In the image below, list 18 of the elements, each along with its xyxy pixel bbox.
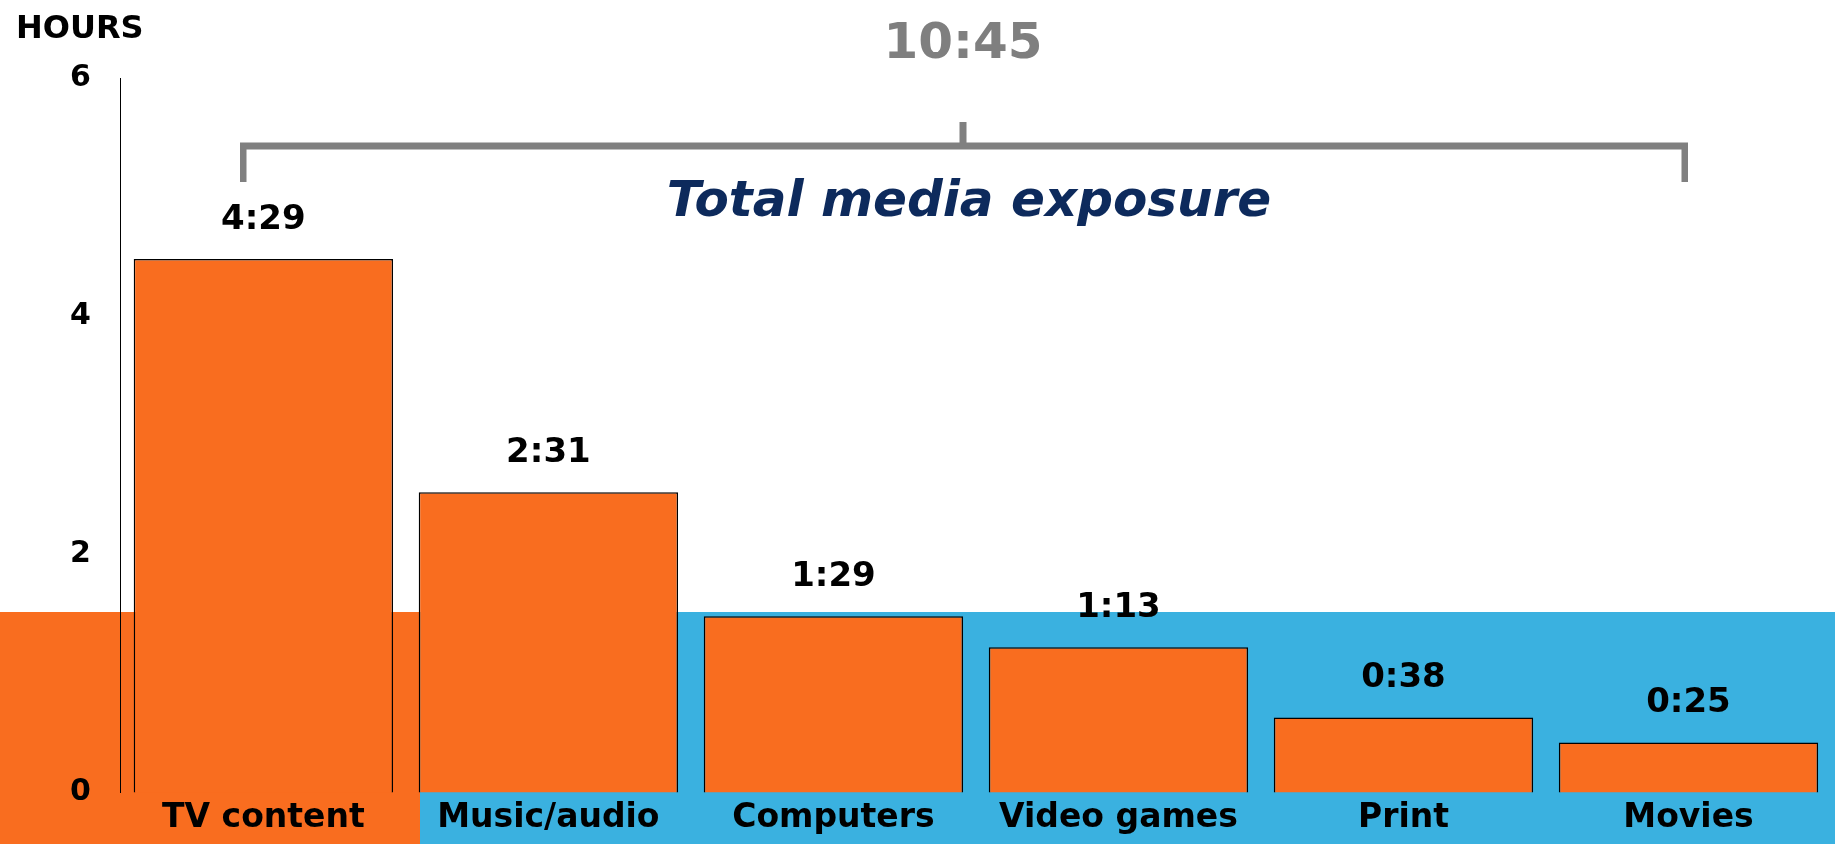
x-tick-label: TV content xyxy=(162,795,365,835)
y-tick-label: 0 xyxy=(70,772,91,808)
x-tick-label: Movies xyxy=(1623,795,1754,835)
data-label: 0:25 xyxy=(1646,680,1731,721)
x-tick-label: Print xyxy=(1357,795,1450,835)
y-tick-label: 4 xyxy=(70,295,91,331)
x-tick-label: Video games xyxy=(999,795,1238,835)
annotation: Total media exposure xyxy=(666,170,1272,228)
data-label: 1:29 xyxy=(791,554,876,595)
y-axis-title: HOURS xyxy=(16,8,144,47)
data-label: 2:31 xyxy=(506,430,591,471)
x-tick-label: Computers xyxy=(732,795,935,835)
data-label: 4:29 xyxy=(221,196,306,237)
y-tick-label: 6 xyxy=(70,57,91,93)
text: 10:45 xyxy=(883,12,1043,70)
data-label: 0:38 xyxy=(1361,655,1446,696)
x-tick-label: Music/audio xyxy=(437,795,660,835)
y-tick-label: 2 xyxy=(70,534,91,570)
